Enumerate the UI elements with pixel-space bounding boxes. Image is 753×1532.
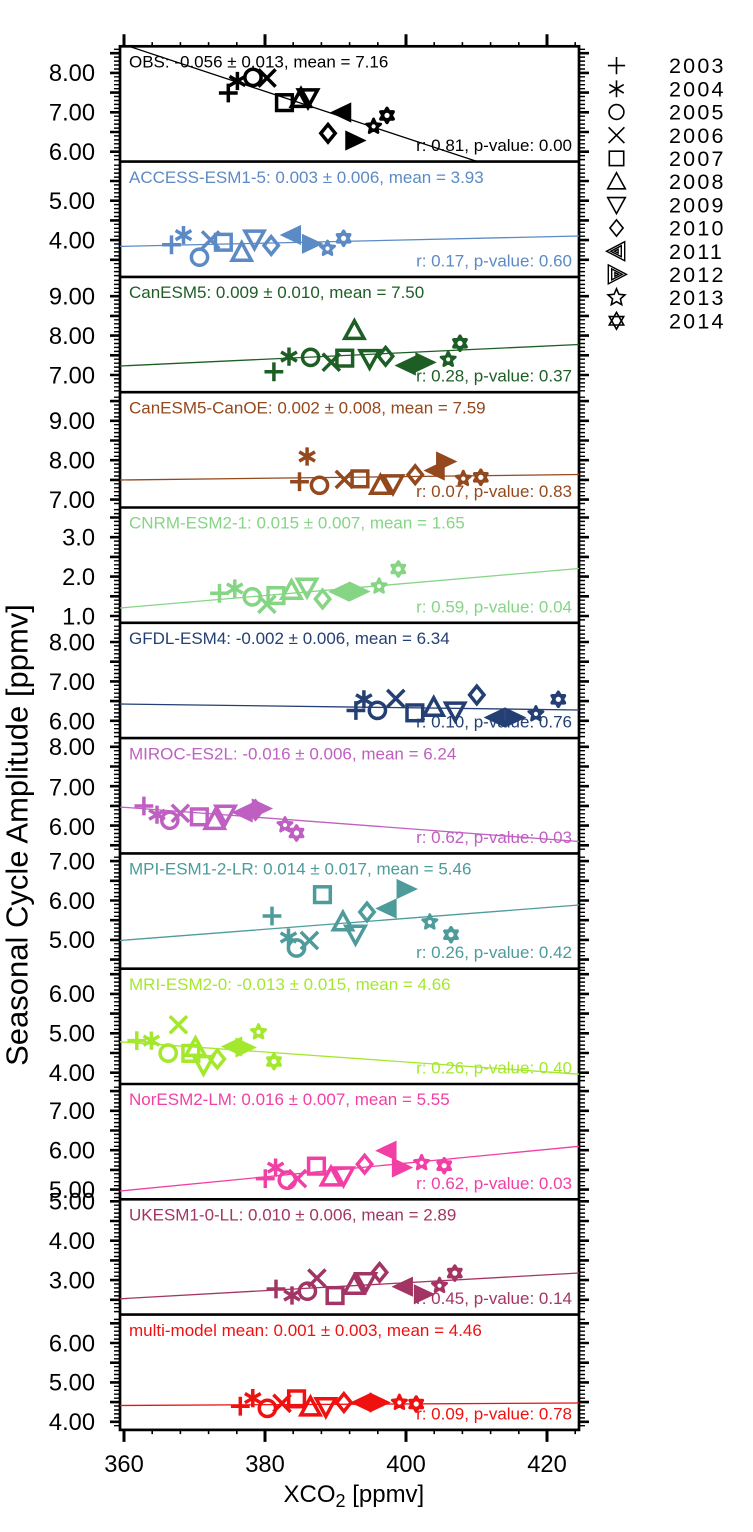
svg-text:UKESM1-0-LL: 0.010 ± 0.006, me: UKESM1-0-LL: 0.010 ± 0.006, mean = 2.89 [129,1206,456,1225]
svg-text:3.00: 3.00 [49,1268,95,1294]
svg-text:2003: 2003 [669,54,726,78]
svg-text:9.00: 9.00 [49,409,95,435]
svg-text:7.00: 7.00 [49,101,95,127]
svg-text:6.00: 6.00 [49,1139,95,1165]
svg-text:r: 0.62, p-value: 0.03: r: 0.62, p-value: 0.03 [416,1174,572,1193]
svg-text:2014: 2014 [669,309,726,333]
svg-text:6.00: 6.00 [49,889,95,915]
svg-text:3.0: 3.0 [62,526,95,552]
svg-text:2007: 2007 [669,147,726,171]
svg-text:r: 0.28, p-value: 0.37: r: 0.28, p-value: 0.37 [416,367,572,386]
svg-text:CanESM5: 0.009 ± 0.010, mean =: CanESM5: 0.009 ± 0.010, mean = 7.50 [129,283,424,302]
svg-text:8.00: 8.00 [49,61,95,87]
svg-text:8.00: 8.00 [49,735,95,761]
svg-text:7.00: 7.00 [49,488,95,514]
svg-text:5.00: 5.00 [49,1371,95,1397]
svg-text:6.00: 6.00 [49,815,95,841]
svg-text:NorESM2-LM: 0.016 ± 0.007, mea: NorESM2-LM: 0.016 ± 0.007, mean = 5.55 [129,1090,450,1109]
svg-text:Seasonal Cycle Amplitude [ppmv: Seasonal Cycle Amplitude [ppmv] [0,604,35,1066]
svg-text:2011: 2011 [669,240,724,264]
svg-text:2013: 2013 [669,286,726,310]
svg-text:7.00: 7.00 [49,1099,95,1125]
svg-text:8.00: 8.00 [49,324,95,350]
svg-text:r: 0.26, p-value: 0.40: r: 0.26, p-value: 0.40 [416,1059,572,1078]
svg-text:r: 0.59, p-value: 0.04: r: 0.59, p-value: 0.04 [416,597,572,616]
svg-text:CanESM5-CanOE: 0.002 ± 0.008,: CanESM5-CanOE: 0.002 ± 0.008, mean = 7.5… [129,398,486,417]
svg-text:2.0: 2.0 [62,565,95,591]
svg-text:4.00: 4.00 [49,228,95,254]
svg-text:1.0: 1.0 [62,605,95,631]
svg-text:8.00: 8.00 [49,449,95,475]
svg-text:7.00: 7.00 [49,849,95,875]
svg-text:r: 0.62, p-value: 0.03: r: 0.62, p-value: 0.03 [416,828,572,847]
svg-text:MIROC-ES2L: -0.016 ± 0.006, me: MIROC-ES2L: -0.016 ± 0.006, mean = 6.24 [129,744,456,763]
svg-text:ACCESS-ESM1-5: 0.003 ± 0.006,: ACCESS-ESM1-5: 0.003 ± 0.006, mean = 3.9… [129,168,484,187]
svg-text:5.00: 5.00 [49,189,95,215]
svg-text:6.00: 6.00 [49,709,95,735]
svg-text:r: 0.45, p-value: 0.14: r: 0.45, p-value: 0.14 [416,1289,572,1308]
svg-text:4.00: 4.00 [49,1229,95,1255]
svg-text:5.00: 5.00 [49,1178,95,1204]
svg-text:CNRM-ESM2-1: 0.015 ± 0.007, me: CNRM-ESM2-1: 0.015 ± 0.007, mean = 1.65 [129,514,465,533]
svg-text:420: 420 [527,1452,567,1478]
svg-text:r: 0.10, p-value: 0.76: r: 0.10, p-value: 0.76 [416,713,572,732]
svg-text:2008: 2008 [669,170,726,194]
svg-text:MRI-ESM2-0: -0.013 ± 0.015, me: MRI-ESM2-0: -0.013 ± 0.015, mean = 4.66 [129,975,451,994]
svg-text:r: 0.07, p-value: 0.83: r: 0.07, p-value: 0.83 [416,482,572,501]
svg-text:OBS: -0.056 ± 0.013, mean = 7.: OBS: -0.056 ± 0.013, mean = 7.16 [129,53,388,72]
svg-text:380: 380 [245,1452,285,1478]
svg-text:2010: 2010 [669,217,726,241]
svg-text:4.00: 4.00 [49,1061,95,1087]
svg-text:360: 360 [104,1452,144,1478]
svg-text:XCO2 [ppmv]: XCO2 [ppmv] [284,1481,425,1511]
svg-text:8.00: 8.00 [49,630,95,656]
svg-text:2012: 2012 [669,263,726,287]
svg-text:r: 0.09, p-value: 0.78: r: 0.09, p-value: 0.78 [416,1404,572,1423]
svg-text:7.00: 7.00 [49,775,95,801]
svg-text:r: 0.81, p-value: 0.00: r: 0.81, p-value: 0.00 [416,136,572,155]
svg-text:6.00: 6.00 [49,982,95,1008]
svg-text:multi-model mean: 0.001 ± 0.00: multi-model mean: 0.001 ± 0.003, mean = … [129,1321,482,1340]
svg-text:5.00: 5.00 [49,1022,95,1048]
svg-text:4.00: 4.00 [49,1410,95,1436]
svg-text:MPI-ESM1-2-LR: 0.014 ± 0.017,: MPI-ESM1-2-LR: 0.014 ± 0.017, mean = 5.4… [129,860,471,879]
svg-text:2006: 2006 [669,124,726,148]
svg-text:2009: 2009 [669,193,726,217]
svg-text:GFDL-ESM4: -0.002 ± 0.006, mea: GFDL-ESM4: -0.002 ± 0.006, mean = 6.34 [129,629,450,648]
svg-text:2004: 2004 [669,77,726,101]
svg-text:6.00: 6.00 [49,1331,95,1357]
svg-text:9.00: 9.00 [49,285,95,311]
svg-text:7.00: 7.00 [49,363,95,389]
svg-text:r: 0.26, p-value: 0.42: r: 0.26, p-value: 0.42 [416,943,572,962]
svg-text:6.00: 6.00 [49,140,95,166]
svg-text:5.00: 5.00 [49,928,95,954]
svg-text:400: 400 [386,1452,426,1478]
svg-text:2005: 2005 [669,101,726,125]
svg-text:7.00: 7.00 [49,670,95,696]
svg-text:5.00: 5.00 [49,1190,95,1216]
svg-text:r: 0.17, p-value: 0.60: r: 0.17, p-value: 0.60 [416,251,572,270]
